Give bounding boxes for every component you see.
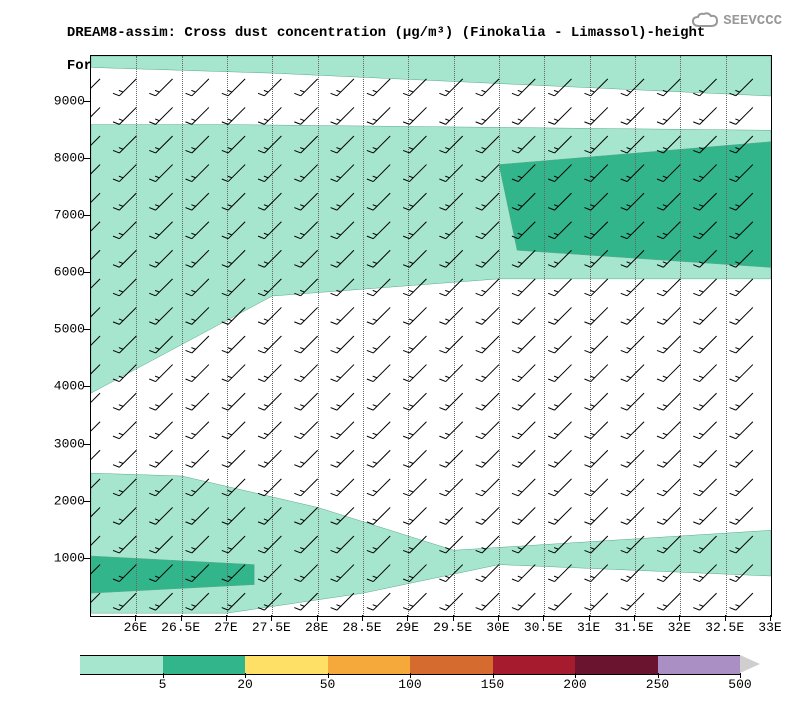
logo-text: SEEVCCC xyxy=(723,13,782,29)
wind-barbs xyxy=(91,56,771,616)
x-tick-label: 26.5E xyxy=(161,620,200,635)
colorbar-label: 5 xyxy=(159,677,167,692)
x-tick-label: 30.5E xyxy=(524,620,563,635)
x-tick-label: 32.5E xyxy=(705,620,744,635)
x-tick-label: 28E xyxy=(305,620,328,635)
colorbar-label: 50 xyxy=(320,677,336,692)
x-tick-label: 32E xyxy=(668,620,691,635)
y-tick-label: 9000 xyxy=(25,93,85,108)
y-tick-label: 1000 xyxy=(25,550,85,565)
x-tick-label: 31.5E xyxy=(614,620,653,635)
colorbar: 520501001502002505001000 xyxy=(60,655,760,695)
x-tick-label: 30E xyxy=(486,620,509,635)
y-tick-label: 7000 xyxy=(25,208,85,223)
x-tick-label: 29.5E xyxy=(433,620,472,635)
title-line-1: DREAM8-assim: Cross dust concentration (… xyxy=(67,25,706,41)
colorbar-label: 150 xyxy=(481,677,504,692)
x-tick-label: 31E xyxy=(577,620,600,635)
x-tick-label: 26E xyxy=(124,620,147,635)
y-tick-label: 6000 xyxy=(25,265,85,280)
y-tick-label: 5000 xyxy=(25,322,85,337)
y-tick-label: 8000 xyxy=(25,150,85,165)
cloud-icon xyxy=(691,12,719,30)
provider-logo: SEEVCCC xyxy=(691,12,782,30)
x-tick-label: 28.5E xyxy=(342,620,381,635)
colorbar-label: 100 xyxy=(398,677,421,692)
colorbar-label: 250 xyxy=(646,677,669,692)
cross-section-plot xyxy=(90,55,772,617)
colorbar-label: 500 xyxy=(728,677,751,692)
x-tick-label: 27.5E xyxy=(252,620,291,635)
x-tick-label: 29E xyxy=(396,620,419,635)
y-tick-label: 3000 xyxy=(25,436,85,451)
colorbar-label: 200 xyxy=(563,677,586,692)
y-tick-label: 4000 xyxy=(25,379,85,394)
x-tick-label: 33E xyxy=(758,620,781,635)
colorbar-label: 20 xyxy=(237,677,253,692)
x-tick-label: 27E xyxy=(214,620,237,635)
y-tick-label: 2000 xyxy=(25,493,85,508)
